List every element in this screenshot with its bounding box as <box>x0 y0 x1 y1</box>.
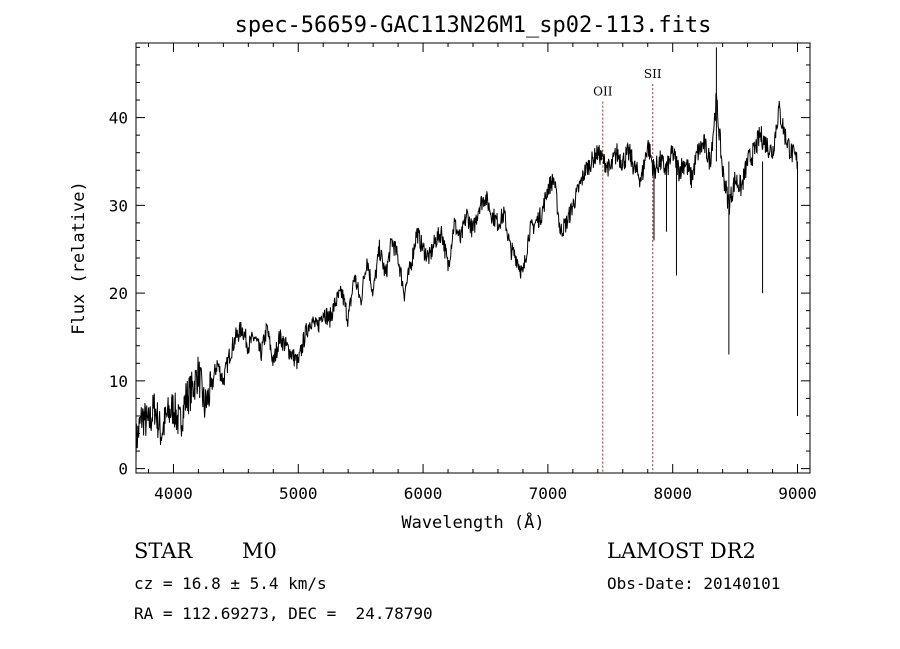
y-tick-label: 40 <box>109 109 128 128</box>
coordinates-readout: RA = 112.69273, DEC = 24.78790 <box>134 604 433 623</box>
object-class: STAR <box>134 539 193 563</box>
spectrum-line <box>135 92 798 463</box>
cz-readout: cz = 16.8 ± 5.4 km/s <box>134 574 327 593</box>
x-axis-label: Wavelength (Å) <box>401 511 544 533</box>
x-tick-label: 7000 <box>529 484 568 503</box>
line-marker-label: SII <box>644 67 662 81</box>
line-marker-label: OII <box>593 85 613 99</box>
y-tick-label: 30 <box>109 196 128 215</box>
x-tick-label: 9000 <box>778 484 817 503</box>
y-tick-label: 10 <box>109 372 128 391</box>
x-tick-label: 6000 <box>404 484 443 503</box>
y-tick-label: 0 <box>118 460 128 479</box>
x-tick-label: 5000 <box>279 484 318 503</box>
y-tick-label: 20 <box>109 284 128 303</box>
axis-ticks: 4000 5000 6000 7000 8000 9000 0 10 20 30 40 <box>109 43 817 503</box>
x-tick-label: 4000 <box>154 484 193 503</box>
survey-name: LAMOST DR2 <box>607 539 756 563</box>
object-subclass: M0 <box>242 539 277 563</box>
observation-date: Obs-Date: 20140101 <box>607 574 781 593</box>
x-tick-label: 8000 <box>653 484 692 503</box>
chart-title: spec-56659-GAC113N26M1_sp02-113.fits <box>235 13 712 38</box>
spectrum-spikes <box>653 47 799 416</box>
plot-frame <box>135 42 811 474</box>
y-axis-label: Flux (relative) <box>69 181 89 335</box>
spectral-line-markers: OII SII <box>593 67 662 473</box>
